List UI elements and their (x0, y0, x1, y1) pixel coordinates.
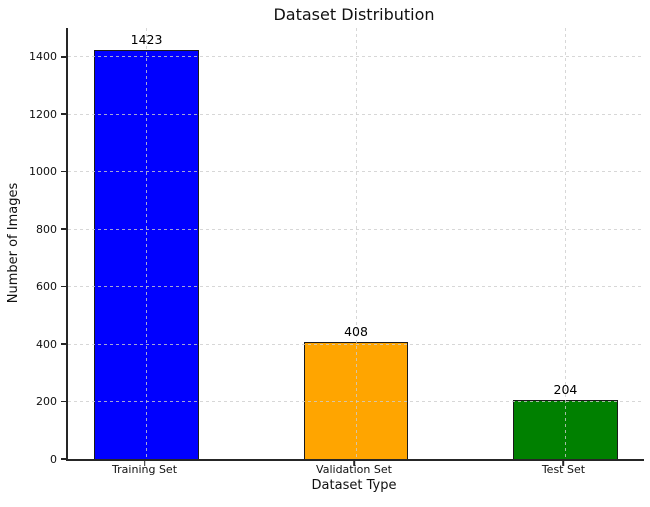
x-tick-label: Training Set (112, 463, 178, 476)
y-tick-mark (61, 458, 66, 460)
y-tick-mark (61, 400, 66, 403)
x-tick-marks (66, 461, 642, 466)
bar-test-set (513, 400, 618, 459)
y-tick-mark (61, 343, 66, 345)
y-tick-label: 1200 (29, 107, 57, 121)
x-tick-mark (143, 461, 146, 466)
y-tick-mark (61, 55, 66, 58)
y-tick-label: 1000 (29, 165, 57, 179)
chart-title: Dataset Distribution (273, 5, 435, 24)
x-tick-labels: Training Set Validation Set Test Set (66, 463, 642, 477)
y-tick-label: 0 (50, 452, 57, 466)
y-tick-mark (61, 285, 66, 288)
y-tick-label: 400 (36, 337, 57, 351)
y-tick-mark (61, 228, 66, 230)
y-tick-mark (61, 170, 66, 173)
x-tick-mark (353, 461, 355, 466)
y-tick-marks (61, 28, 66, 460)
y-tick-label: 1400 (29, 50, 57, 64)
y-tick-mark (61, 113, 66, 115)
bars-layer (68, 28, 644, 459)
y-tick-labels: 0 200 400 600 800 1000 1200 1400 (0, 28, 57, 465)
bar-validation-set (303, 341, 409, 459)
y-tick-label: 800 (36, 222, 57, 236)
x-tick-mark (562, 461, 565, 466)
x-tick-label: Validation Set (316, 463, 392, 476)
bar-training-set (94, 50, 199, 459)
y-tick-label: 200 (36, 395, 57, 409)
x-axis-label: Dataset Type (311, 478, 397, 493)
x-tick-label: Test Set (541, 463, 586, 476)
y-tick-label: 600 (36, 280, 57, 294)
plot-area: 1423 408 204 (66, 28, 644, 461)
